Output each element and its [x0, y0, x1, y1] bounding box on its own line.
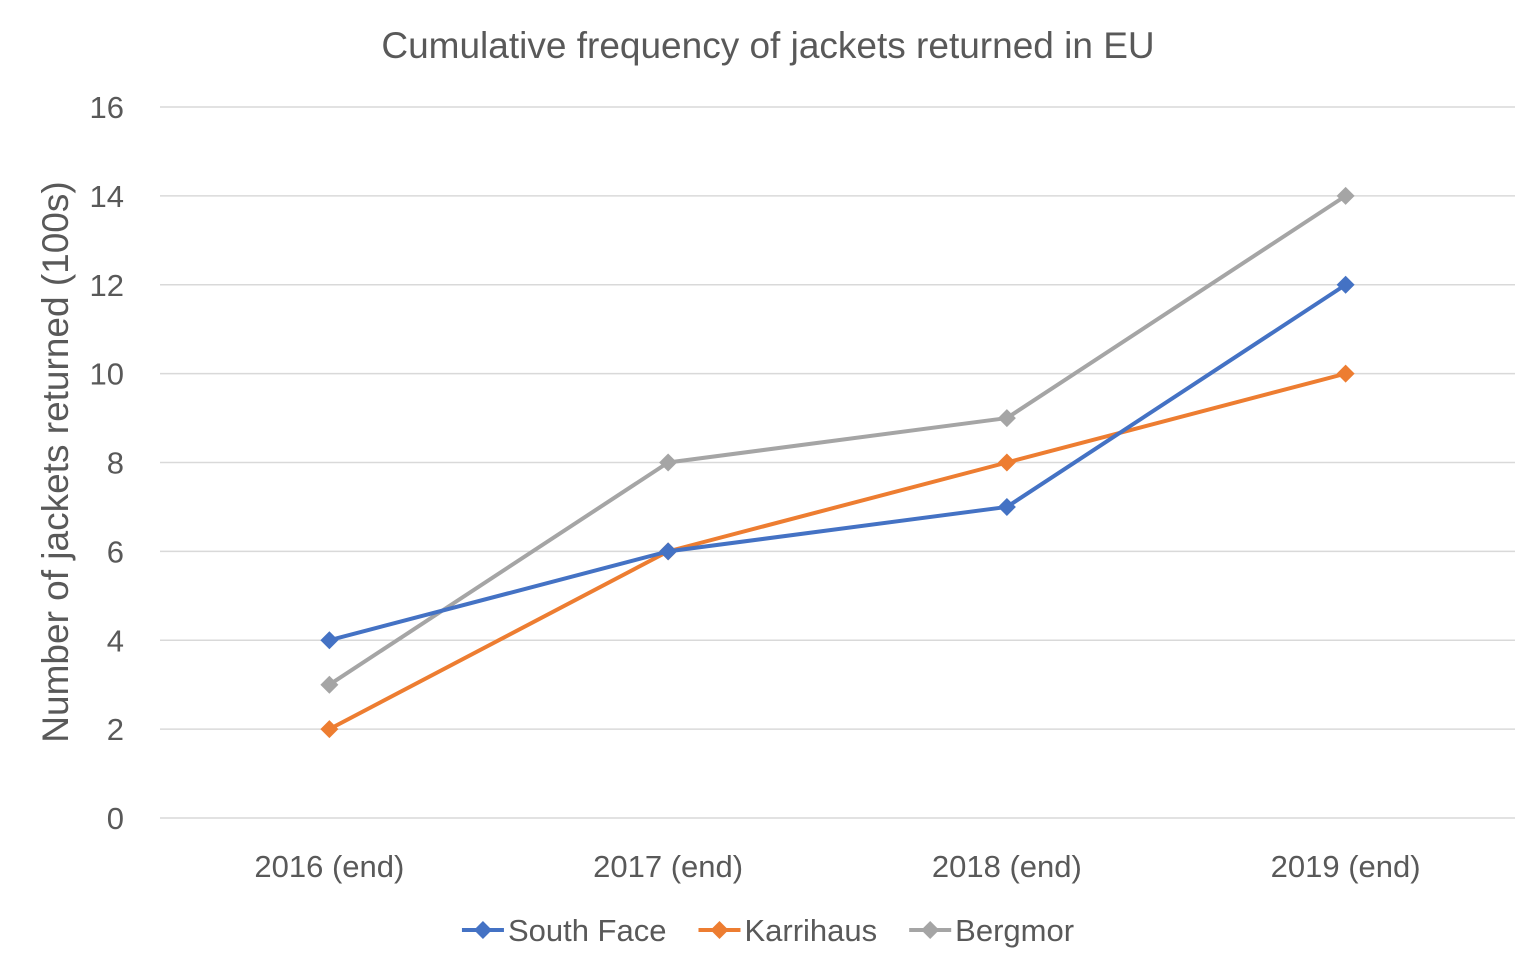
y-tick-label: 8 [107, 446, 124, 481]
data-point-south-face [1336, 275, 1355, 294]
legend-item-south-face: South Face [461, 913, 667, 948]
gridlines [160, 106, 1515, 819]
series-line-south-face [327, 282, 1348, 643]
y-tick-label: 4 [107, 623, 124, 658]
legend-item-bergmor: Bergmor [909, 913, 1074, 948]
data-point-south-face [320, 631, 339, 650]
legend-label: South Face [508, 913, 667, 948]
legend-item-karrihaus: Karrihaus [698, 913, 877, 948]
x-tick-label: 2019 (end) [1271, 849, 1421, 884]
data-point-bergmor [320, 675, 339, 694]
legend-label: Karrihaus [744, 913, 877, 948]
legend-swatch-marker [473, 921, 492, 939]
x-axis-ticks: 2016 (end) 2017 (end) 2018 (end) 2019 (end) [254, 849, 1420, 884]
y-tick-label: 10 [90, 357, 124, 392]
data-point-bergmor [997, 409, 1016, 428]
legend-swatch-marker [921, 921, 940, 939]
data-point-bergmor [659, 453, 678, 472]
y-tick-label: 0 [107, 801, 124, 836]
x-tick-label: 2017 (end) [593, 849, 743, 884]
series-bergmor [320, 186, 1355, 694]
legend-label: Bergmor [955, 913, 1074, 948]
y-tick-label: 2 [107, 712, 124, 747]
x-tick-label: 2018 (end) [932, 849, 1082, 884]
x-tick-label: 2016 (end) [254, 849, 404, 884]
series-line-bergmor [327, 193, 1348, 687]
data-point-south-face [659, 542, 678, 561]
y-tick-label: 16 [90, 90, 124, 125]
data-point-south-face [997, 497, 1016, 516]
y-tick-label: 14 [90, 179, 124, 214]
series-group [320, 186, 1355, 739]
y-axis-ticks: 0 2 4 6 8 10 12 14 16 [90, 90, 124, 836]
series-line-karrihaus [327, 371, 1348, 732]
legend: South Face Karrihaus Bergmor [461, 913, 1074, 948]
y-tick-label: 12 [90, 268, 124, 303]
chart-title: Cumulative frequency of jackets returned… [381, 25, 1154, 66]
data-point-karrihaus [320, 720, 339, 739]
data-point-bergmor [1336, 186, 1355, 205]
data-point-karrihaus [997, 453, 1016, 472]
y-tick-label: 6 [107, 534, 124, 569]
y-axis-title: Number of jackets returned (100s) [35, 181, 76, 742]
legend-swatch-marker [710, 921, 729, 939]
series-south-face [320, 275, 1355, 650]
data-point-karrihaus [1336, 364, 1355, 383]
